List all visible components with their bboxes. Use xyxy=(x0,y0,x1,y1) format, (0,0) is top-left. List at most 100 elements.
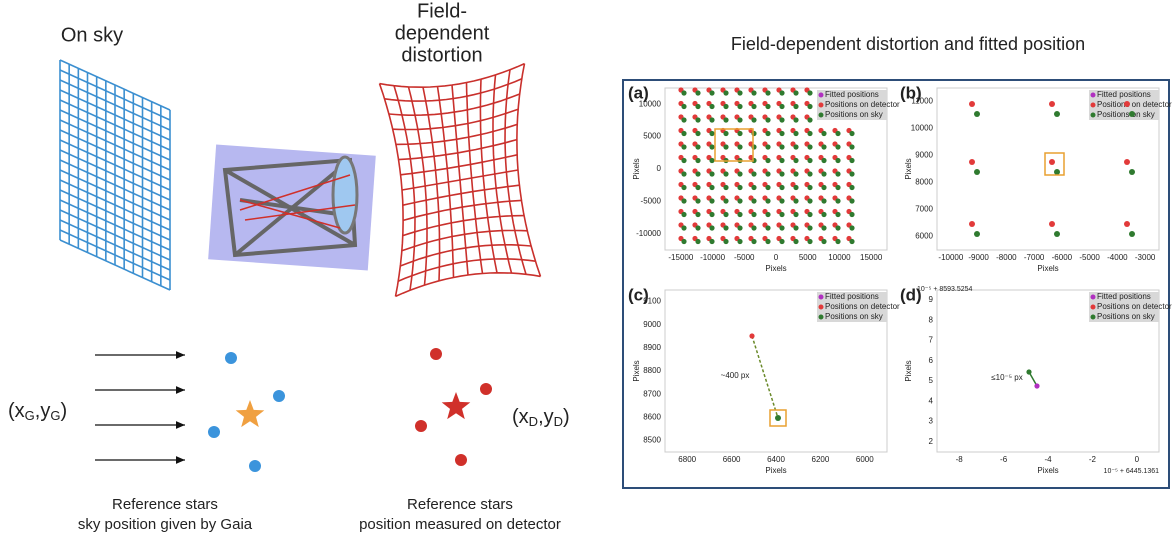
sky-dot xyxy=(821,157,827,164)
legend-entry: Positions on sky xyxy=(1097,110,1155,119)
sky-dot xyxy=(723,171,729,177)
y-tick-label: 2 xyxy=(929,437,934,446)
sky-star-dot xyxy=(249,460,261,472)
sky-dot xyxy=(974,231,980,237)
sky-dot xyxy=(681,198,687,204)
sky-dot xyxy=(1129,231,1135,237)
sky-dot xyxy=(695,103,701,110)
sky-dot xyxy=(821,184,827,191)
sky-dot xyxy=(807,90,813,96)
panel-label: (c) xyxy=(628,285,649,304)
sky-dot xyxy=(793,211,799,218)
y-tick-label: 8800 xyxy=(643,366,661,375)
sky-dot xyxy=(807,225,813,231)
sky-dot xyxy=(779,130,785,137)
detector-dot xyxy=(749,333,755,339)
distortion-label: dependent xyxy=(395,22,490,44)
legend-entry: Positions on sky xyxy=(825,312,883,321)
sky-star-dot xyxy=(273,390,285,402)
legend-entry: Fitted positions xyxy=(825,90,879,99)
y-tick-label: 10000 xyxy=(911,124,934,133)
detector-dot xyxy=(1049,221,1055,227)
sky-dot xyxy=(709,225,715,231)
sky-grid-line xyxy=(59,229,171,281)
legend-entry: Positions on detector xyxy=(1097,302,1172,311)
sky-star-dot xyxy=(225,352,237,364)
panel-label: (b) xyxy=(900,83,922,102)
panel-frame xyxy=(622,79,1170,489)
coordinate-part: G xyxy=(50,408,60,423)
detector-dot xyxy=(969,159,975,165)
on-sky-label: On sky xyxy=(61,24,123,46)
legend-marker xyxy=(818,112,824,118)
sky-dot xyxy=(821,225,827,231)
sky-dot xyxy=(709,211,715,218)
y-tick-label: 5 xyxy=(929,376,934,385)
sky-dot xyxy=(723,238,729,245)
legend-marker xyxy=(818,314,824,320)
sky-grid-line xyxy=(59,109,171,161)
sky-dot xyxy=(849,157,855,164)
sky-dot xyxy=(835,198,841,204)
sky-dot xyxy=(835,130,841,137)
sky-dot xyxy=(821,198,827,204)
sky-dot xyxy=(681,157,687,164)
sky-dot xyxy=(681,90,687,96)
coordinate-label: (xG,yG) xyxy=(8,400,67,423)
sky-dot xyxy=(737,225,743,231)
x-tick-label: 5000 xyxy=(799,253,817,262)
sky-dot xyxy=(737,103,743,110)
sky-dot xyxy=(974,111,980,117)
sky-dot xyxy=(793,144,799,150)
distorted-grid-line xyxy=(401,229,528,252)
sky-dot xyxy=(765,171,771,177)
sky-dot xyxy=(1026,369,1032,375)
y-tick-label: 8700 xyxy=(643,389,661,398)
sky-dot xyxy=(1054,231,1060,237)
y-tick-label: 8000 xyxy=(915,178,933,187)
annotation: ~400 px xyxy=(721,371,750,380)
sky-dot xyxy=(849,198,855,204)
panel-label: (d) xyxy=(900,285,922,304)
sky-dot xyxy=(709,157,715,164)
distorted-grid-line xyxy=(388,93,520,116)
caption: position measured on detector xyxy=(359,516,561,533)
y-tick-label: 6000 xyxy=(915,232,933,241)
light-path xyxy=(239,174,356,229)
distorted-grid-line xyxy=(397,258,536,282)
caption: Reference stars xyxy=(407,496,513,513)
sky-dot xyxy=(737,211,743,218)
sky-dot xyxy=(723,103,729,110)
x-tick-label: 6400 xyxy=(767,455,785,464)
sky-dot xyxy=(779,144,785,150)
telescope-truss xyxy=(222,157,358,258)
x-tick-label: 0 xyxy=(1135,455,1140,464)
sky-dot xyxy=(849,238,855,245)
y-tick-label: 8900 xyxy=(643,343,661,352)
sky-dot xyxy=(807,198,813,204)
y-tick-label: 4 xyxy=(929,396,934,405)
distorted-grid-line xyxy=(395,123,518,146)
detector-dot xyxy=(1124,101,1130,107)
sky-dot xyxy=(793,225,799,231)
offset-line xyxy=(1028,371,1038,387)
sky-dot xyxy=(695,211,701,218)
distorted-grid-line xyxy=(384,78,523,102)
legend-entry: Positions on sky xyxy=(1097,312,1155,321)
sky-dot xyxy=(695,238,701,245)
detector-dot xyxy=(1124,221,1130,227)
sky-dot xyxy=(835,144,841,150)
sky-dot xyxy=(723,144,729,150)
x-tick-label: -9000 xyxy=(968,253,989,262)
coordinate-part: D xyxy=(554,414,563,429)
sky-grid-line xyxy=(59,149,171,201)
sky-dot xyxy=(765,225,771,231)
x-tick-label: -3000 xyxy=(1135,253,1156,262)
sky-dot xyxy=(695,184,701,191)
x-axis-label: Pixels xyxy=(1037,264,1058,273)
sky-dot xyxy=(849,184,855,191)
coordinate-part: (x xyxy=(8,400,25,422)
x-tick-label: -5000 xyxy=(734,253,755,262)
sky-dot xyxy=(751,144,757,150)
